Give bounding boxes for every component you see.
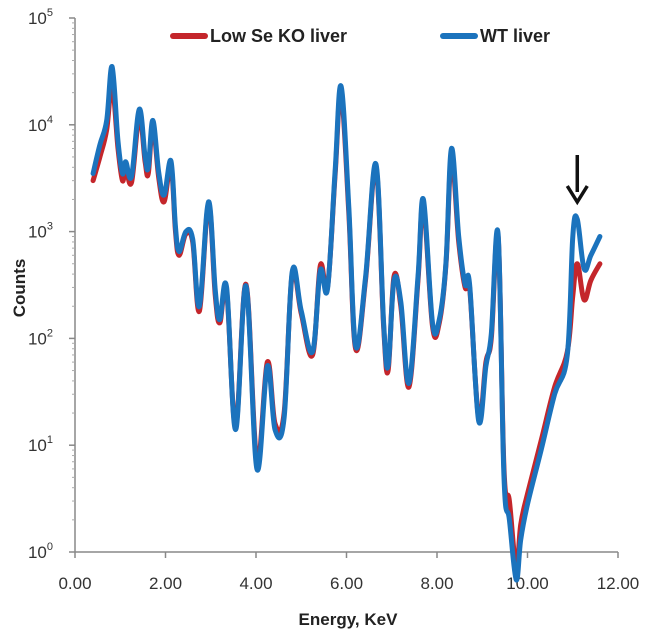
x-tick-label: 8.00 bbox=[420, 574, 453, 593]
y-tick-label: 102 bbox=[28, 327, 53, 348]
x-tick-label: 6.00 bbox=[330, 574, 363, 593]
y-tick-label: 100 bbox=[28, 541, 53, 562]
legend-label-wt: WT liver bbox=[480, 26, 550, 46]
y-axis-title: Counts bbox=[10, 259, 29, 318]
x-tick-label: 12.00 bbox=[597, 574, 640, 593]
x-tick-label: 10.00 bbox=[506, 574, 549, 593]
x-axis-ticks: 0.00 2.00 4.00 6.00 8.00 10.00 12.00 bbox=[58, 552, 639, 593]
series-group bbox=[90, 64, 603, 583]
x-tick-label: 2.00 bbox=[149, 574, 182, 593]
arrow-head bbox=[565, 185, 589, 206]
arrow-annotation bbox=[565, 155, 589, 206]
x-tick-label: 4.00 bbox=[239, 574, 272, 593]
x-tick-label: 0.00 bbox=[58, 574, 91, 593]
x-axis-title: Energy, KeV bbox=[299, 610, 399, 629]
y-axis-ticks: 100 101 102 103 104 105 bbox=[28, 7, 75, 562]
y-tick-label: 103 bbox=[28, 221, 53, 242]
series-line-wt bbox=[90, 64, 603, 583]
legend: Low Se KO liver WT liver bbox=[170, 26, 550, 46]
y-tick-label: 101 bbox=[28, 434, 53, 455]
legend-label-low-se-ko: Low Se KO liver bbox=[210, 26, 347, 46]
y-tick-label: 104 bbox=[28, 114, 53, 135]
y-tick-label: 105 bbox=[28, 7, 53, 28]
